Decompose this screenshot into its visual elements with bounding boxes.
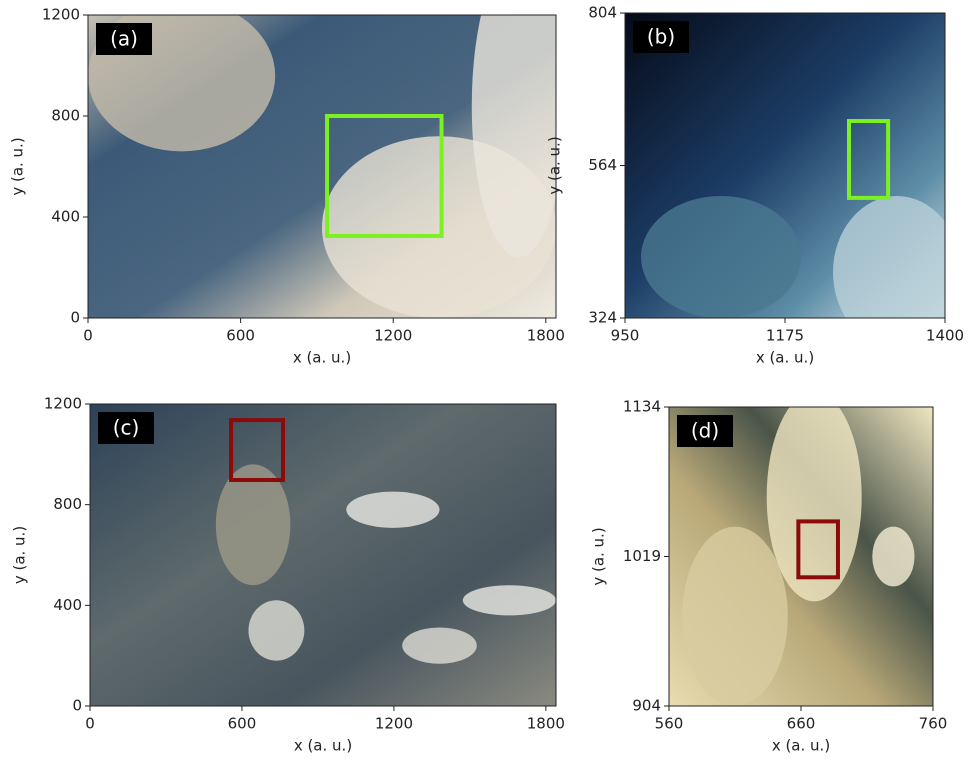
panel: 0 600 1200 1800 0 400 800 1200 x (a. u.) y (a. u.… <box>9 0 566 367</box>
y-axis-label: y (a. u.) <box>9 137 27 195</box>
x-axis-label: x (a. u.) <box>294 737 352 755</box>
x-tick-label: 660 <box>787 715 816 733</box>
image-feature <box>346 492 439 528</box>
panel: 950 1175 1400 324 564 804 x (a. u.) y (a. u.) (b… <box>546 4 965 367</box>
image-feature <box>641 196 801 318</box>
x-tick-label: 1800 <box>527 327 565 345</box>
x-tick-label: 1200 <box>375 715 413 733</box>
image-feature <box>682 527 788 706</box>
x-tick-label: 600 <box>228 715 257 733</box>
y-tick-label: 1019 <box>623 547 661 565</box>
y-tick-label: 1134 <box>623 398 661 416</box>
y-axis-label: y (a. u.) <box>590 527 608 585</box>
x-tick-label: 1400 <box>926 327 964 345</box>
panel: 0 600 1200 1800 0 400 800 1200 x (a. u.) y (a. u.… <box>11 395 565 755</box>
x-axis-label: x (a. u.) <box>756 349 814 367</box>
y-tick-label: 1200 <box>44 395 82 413</box>
satellite-image <box>90 404 556 706</box>
panel-label: (a) <box>110 27 138 51</box>
y-tick-label: 0 <box>70 309 80 327</box>
x-tick-label: 560 <box>655 715 684 733</box>
y-tick-label: 400 <box>53 596 82 614</box>
y-tick-label: 904 <box>632 697 661 715</box>
image-feature <box>216 464 291 585</box>
image-feature <box>402 627 477 663</box>
y-tick-label: 564 <box>588 156 617 174</box>
panel-label: (d) <box>691 419 719 443</box>
panel: 560 660 760 904 1019 1134 x (a. u.) y (a. u.) (d… <box>590 392 948 754</box>
y-axis-label: y (a. u.) <box>11 526 29 584</box>
y-tick-label: 800 <box>51 107 80 125</box>
y-axis-label: y (a. u.) <box>546 136 564 194</box>
image-feature <box>88 0 275 151</box>
figure: 0 600 1200 1800 0 400 800 1200 x (a. u.) y (a. u.… <box>0 0 970 763</box>
image-feature <box>767 392 862 601</box>
x-tick-label: 0 <box>83 327 93 345</box>
x-tick-label: 950 <box>611 327 640 345</box>
y-tick-label: 1200 <box>42 6 80 24</box>
image-feature <box>248 600 304 660</box>
x-tick-label: 1200 <box>374 327 412 345</box>
y-tick-label: 400 <box>51 208 80 226</box>
y-tick-label: 324 <box>588 309 617 327</box>
image-feature <box>463 585 556 615</box>
x-tick-label: 760 <box>919 715 948 733</box>
y-tick-label: 800 <box>53 495 82 513</box>
y-tick-label: 0 <box>72 697 82 715</box>
y-tick-label: 804 <box>588 4 617 22</box>
panel-label: (b) <box>647 25 675 49</box>
x-axis-label: x (a. u.) <box>293 349 351 367</box>
image-feature <box>872 527 914 587</box>
x-tick-label: 600 <box>226 327 255 345</box>
x-tick-label: 1800 <box>527 715 565 733</box>
x-axis-label: x (a. u.) <box>772 737 830 755</box>
panel-label: (c) <box>113 416 140 440</box>
x-tick-label: 1175 <box>766 327 804 345</box>
x-tick-label: 0 <box>85 715 95 733</box>
